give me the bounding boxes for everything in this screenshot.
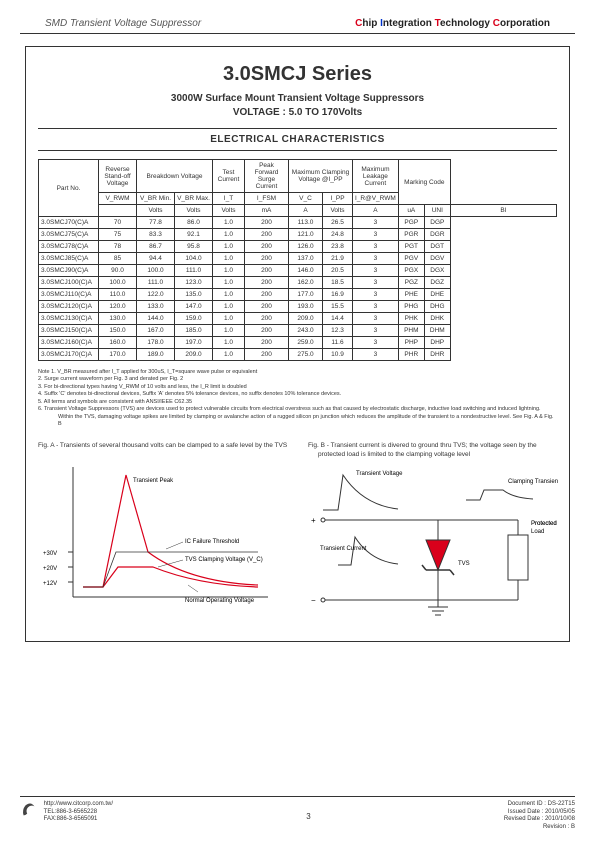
table-row: 3.0SMCJ70(C)A7077.886.01.0200113.026.53P…	[39, 217, 557, 229]
table-row: 3.0SMCJ130(C)A130.0144.0159.01.0200209.0…	[39, 313, 557, 325]
figure-b-caption: Fig. B - Transient current is divered to…	[308, 442, 558, 459]
figures-row: Fig. A - Transients of several thousand …	[38, 442, 557, 627]
page-number: 3	[306, 812, 310, 821]
table-row: 3.0SMCJ120(C)A120.0133.0147.01.0200193.0…	[39, 301, 557, 313]
svg-text:TVS Clamping Voltage (V_C): TVS Clamping Voltage (V_C)	[185, 557, 263, 563]
figure-b-svg: Transient Voltage Clamping Transient + −…	[308, 465, 558, 625]
svg-text:+20V: +20V	[43, 566, 57, 572]
table-row: 3.0SMCJ150(C)A150.0167.0185.01.0200243.0…	[39, 325, 557, 337]
header-bar: SMD Transient Voltage Suppressor Chip In…	[20, 0, 575, 34]
footer-right: Document ID : DS-22T15 Issued Date : 201…	[504, 801, 575, 832]
table-row: 3.0SMCJ170(C)A170.0189.0209.01.0200275.0…	[39, 349, 557, 361]
svg-text:+12V: +12V	[43, 581, 57, 587]
footer-left: http://www.citcorp.com.tw/ TEL:886-3-656…	[20, 801, 113, 832]
svg-text:Normal Operating Voltage: Normal Operating Voltage	[185, 598, 255, 604]
logo-icon	[20, 801, 38, 819]
footer: http://www.citcorp.com.tw/ TEL:886-3-656…	[20, 796, 575, 832]
figure-a-svg: +30V +20V +12V Transient Peak IC Failure…	[38, 457, 288, 617]
figure-a-caption: Fig. A - Transients of several thousand …	[38, 442, 288, 450]
series-title: 3.0SMCJ Series	[38, 63, 557, 86]
table-row: 3.0SMCJ160(C)A160.0178.0197.01.0200259.0…	[39, 337, 557, 349]
svg-text:TVS: TVS	[458, 561, 470, 567]
svg-text:+: +	[311, 516, 316, 525]
note-line: Note 1. V_BR measured after I_T applied …	[38, 369, 557, 376]
notes-block: Note 1. V_BR measured after I_T applied …	[38, 369, 557, 428]
figure-a: Fig. A - Transients of several thousand …	[38, 442, 288, 627]
svg-text:−: −	[311, 596, 316, 605]
table-row: 3.0SMCJ75(C)A7583.392.11.0200121.024.83P…	[39, 229, 557, 241]
table-row: 3.0SMCJ85(C)A8594.4104.01.0200137.021.93…	[39, 253, 557, 265]
svg-text:Transient Peak: Transient Peak	[133, 478, 174, 484]
note-line: 5. All terms and symbols are consistent …	[38, 399, 557, 406]
table-row: 3.0SMCJ100(C)A100.0111.0123.01.0200162.0…	[39, 277, 557, 289]
main-content-box: 3.0SMCJ Series 3000W Surface Mount Trans…	[25, 46, 570, 642]
svg-text:Protected: Protected	[531, 521, 557, 527]
svg-text:Load: Load	[531, 529, 544, 535]
svg-text:Transient Voltage: Transient Voltage	[356, 471, 403, 477]
header-left: SMD Transient Voltage Suppressor	[45, 18, 201, 29]
header-right: Chip Integration Technology Corporation	[355, 18, 550, 29]
note-line: 6. Transient Voltage Suppressors (TVS) a…	[38, 406, 557, 428]
section-title: ELECTRICAL CHARACTERISTICS	[38, 128, 557, 151]
svg-text:+30V: +30V	[43, 551, 57, 557]
note-line: 4. Suffix 'C' denotes bi-directional dev…	[38, 391, 557, 398]
table-row: 3.0SMCJ110(C)A110.0122.0135.01.0200177.0…	[39, 289, 557, 301]
svg-text:IC Failure Threshold: IC Failure Threshold	[185, 539, 239, 545]
svg-text:Transient Current: Transient Current	[320, 546, 367, 552]
subtitle: 3000W Surface Mount Transient Voltage Su…	[38, 92, 557, 120]
note-line: 3. For bi-directional types having V_RWM…	[38, 384, 557, 391]
svg-text:Clamping Transient: Clamping Transient	[508, 479, 558, 485]
note-line: 2. Surge current waveform per Fig. 3 and…	[38, 376, 557, 383]
figure-b: Fig. B - Transient current is divered to…	[308, 442, 558, 627]
table-row: 3.0SMCJ78(C)A7886.795.81.0200126.023.83P…	[39, 241, 557, 253]
electrical-table: Part No.Reverse Stand-off VoltageBreakdo…	[38, 159, 557, 361]
table-row: 3.0SMCJ90(C)A90.0100.0111.01.0200146.020…	[39, 265, 557, 277]
